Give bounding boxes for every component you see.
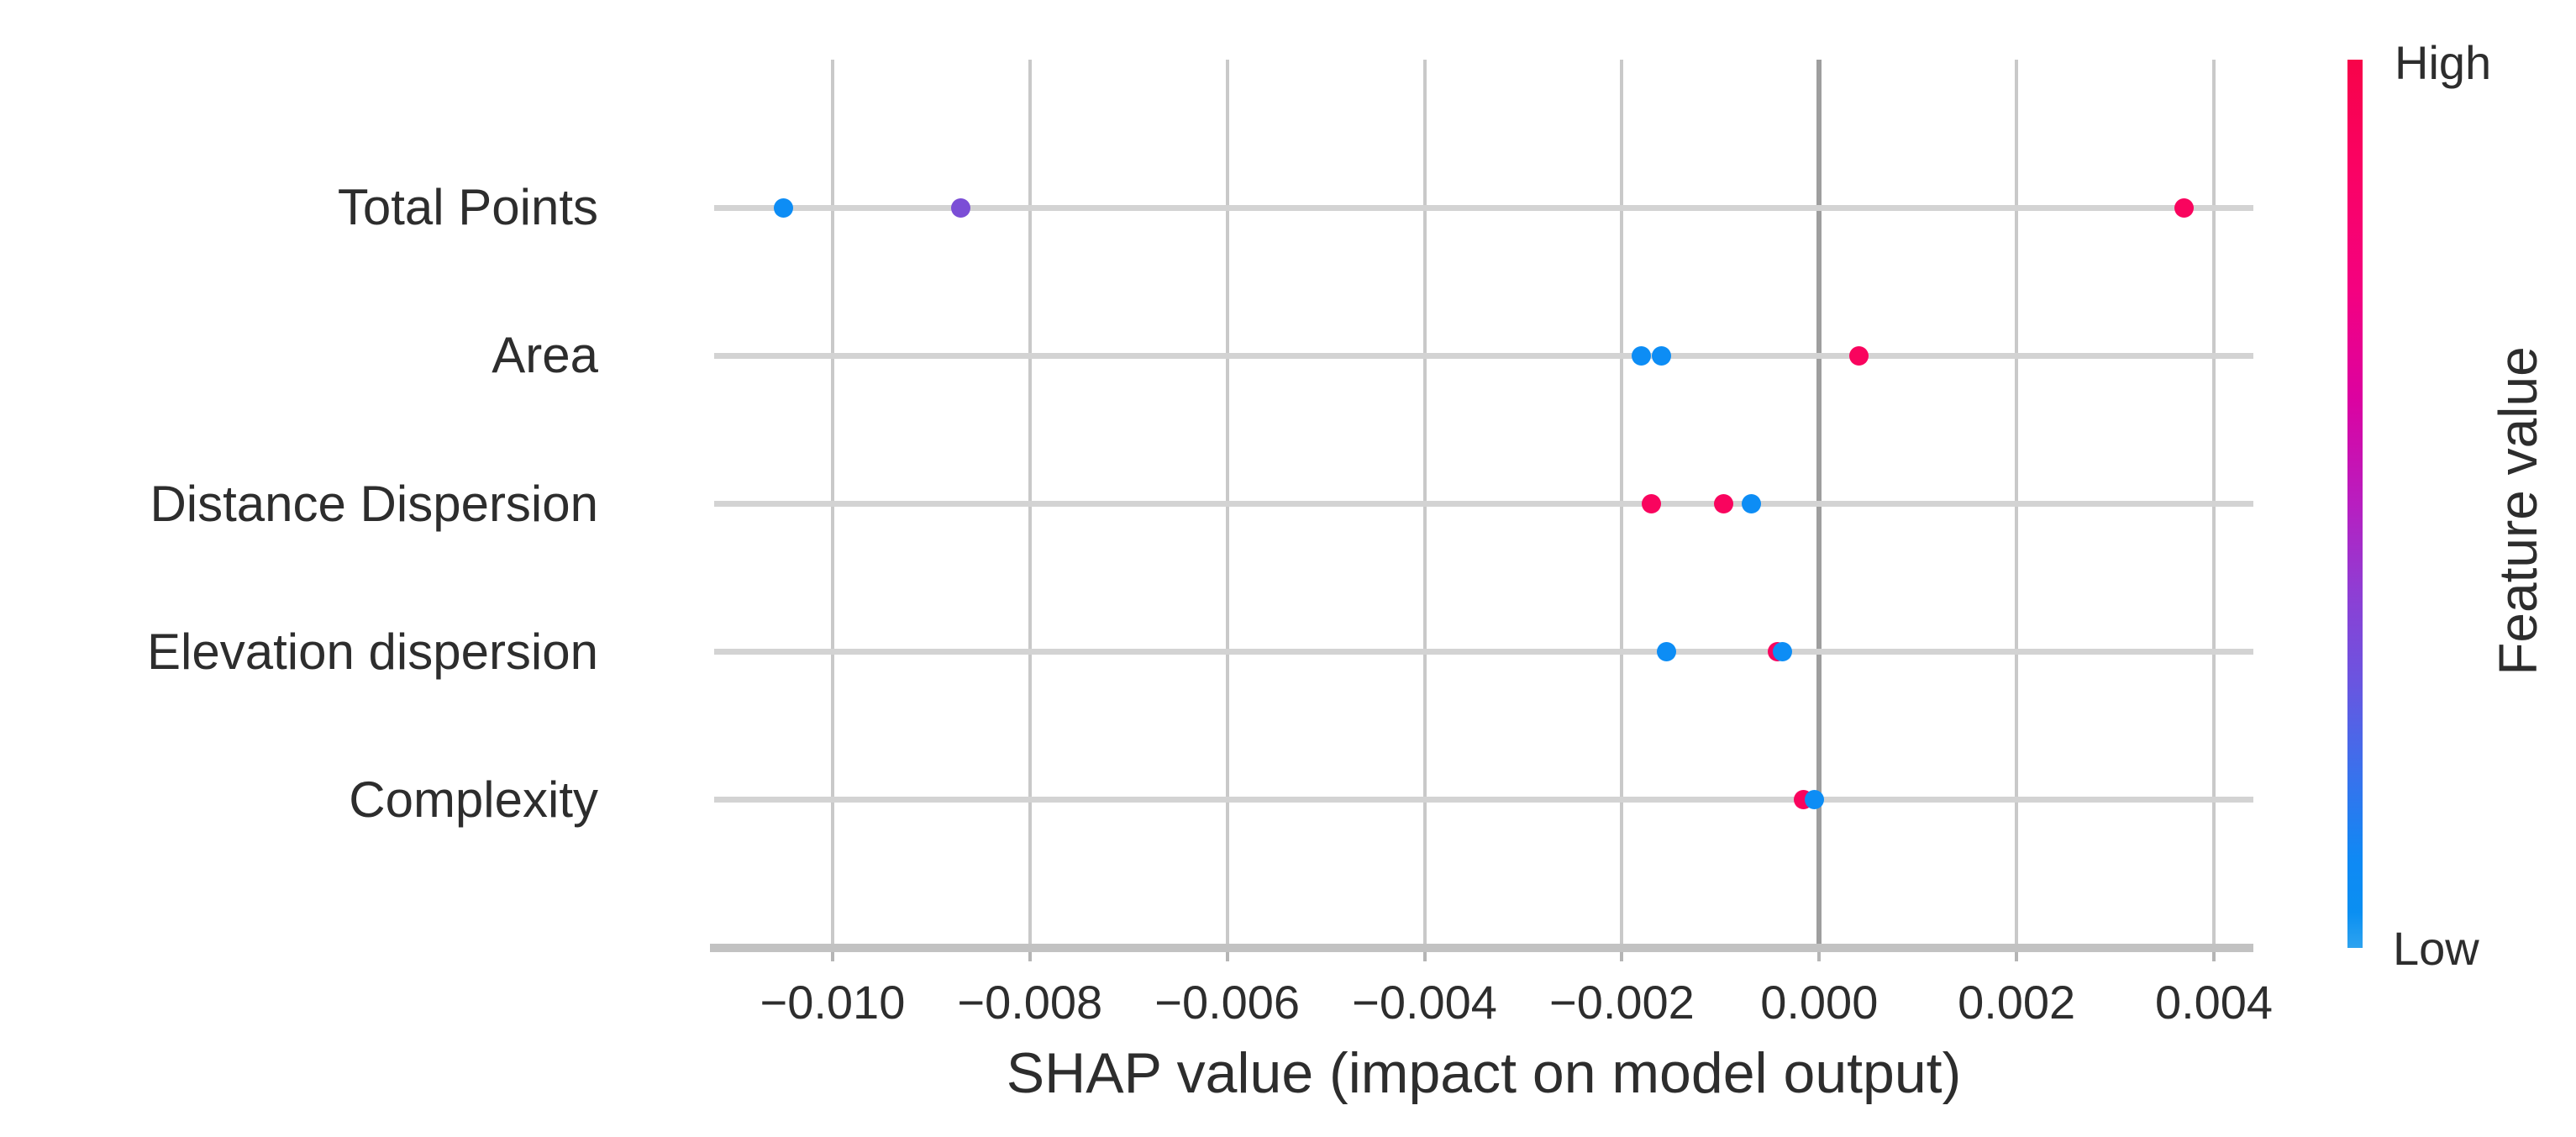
data-point [1804, 790, 1824, 810]
x-tick-mark [1028, 948, 1032, 961]
data-point [1651, 345, 1671, 366]
feature-label: Complexity [349, 771, 598, 828]
x-axis-title: SHAP value (impact on model output) [1006, 1041, 1962, 1105]
x-tick-label: −0.006 [1154, 976, 1301, 1029]
x-tick-mark [830, 948, 834, 961]
feature-row-line [714, 649, 2253, 655]
x-tick-label: −0.008 [957, 976, 1103, 1029]
data-point [1632, 345, 1652, 366]
data-point [1773, 642, 1793, 662]
x-tick-mark [1620, 948, 1624, 961]
feature-row-line [714, 501, 2253, 507]
feature-value-colorbar [2347, 60, 2363, 948]
x-tick-label: −0.004 [1352, 976, 1497, 1029]
x-tick-label: −0.002 [1548, 976, 1695, 1029]
feature-row-line [714, 797, 2253, 803]
feature-label: Elevation dispersion [147, 623, 598, 680]
data-point [951, 197, 971, 218]
colorbar-high-label: High [2395, 36, 2492, 89]
data-point [773, 197, 793, 218]
x-axis-line [710, 944, 2253, 952]
x-tick-mark [2212, 948, 2216, 961]
x-tick-mark [1225, 948, 1229, 961]
feature-row-line [714, 352, 2253, 359]
x-tick-label: 0.000 [1760, 976, 1879, 1029]
data-point [2174, 197, 2195, 218]
feature-row-line [714, 204, 2253, 211]
x-tick-mark [2015, 948, 2019, 961]
x-tick-mark [1422, 948, 1427, 961]
data-point [1656, 642, 1676, 662]
x-tick-mark [1817, 948, 1822, 961]
data-point [1741, 494, 1761, 513]
data-point [1642, 494, 1662, 513]
feature-label: Distance Dispersion [150, 475, 598, 532]
feature-label: Total Points [337, 179, 598, 236]
x-tick-label: −0.010 [760, 976, 906, 1029]
data-point [1713, 494, 1733, 513]
x-tick-label: 0.002 [1958, 976, 2076, 1029]
data-point [1848, 345, 1869, 366]
x-tick-label: 0.004 [2154, 976, 2274, 1029]
colorbar-title: Feature value [2488, 346, 2548, 676]
feature-label: Area [492, 327, 598, 384]
colorbar-low-label: Low [2393, 922, 2479, 975]
